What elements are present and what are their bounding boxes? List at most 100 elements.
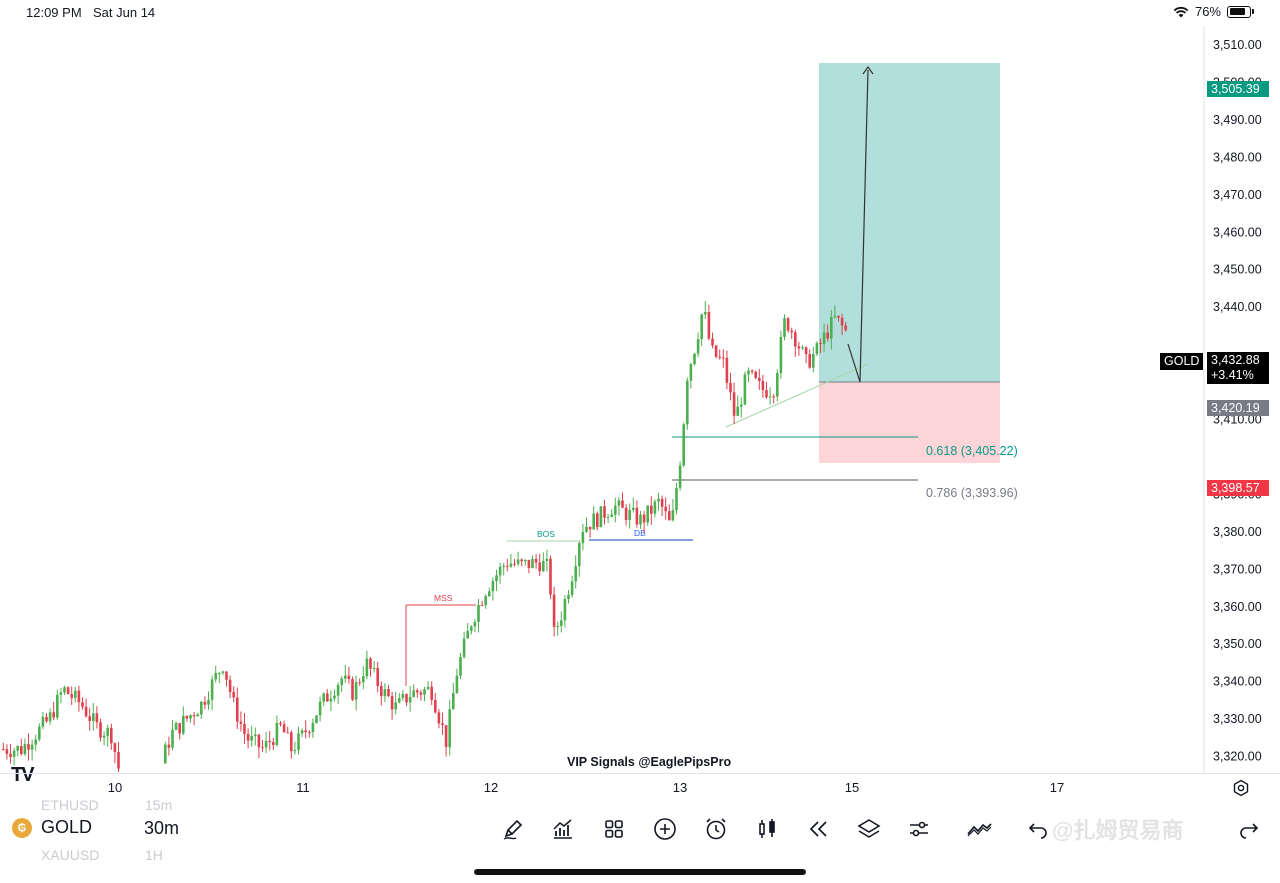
candle-body — [455, 675, 459, 694]
candle-body — [246, 733, 250, 741]
time-axis-label: 11 — [296, 780, 310, 795]
price-axis-label: 3,350.00 — [1213, 637, 1262, 651]
replay-icon[interactable] — [805, 816, 831, 842]
mss-label: MSS — [434, 593, 453, 603]
time-axis-label: 12 — [483, 780, 499, 795]
candle-body — [776, 372, 779, 397]
settings-icon[interactable] — [1232, 779, 1250, 797]
candle-body — [441, 723, 444, 726]
candle-body — [110, 727, 113, 744]
candle-body — [376, 667, 379, 686]
price-axis-label: 3,330.00 — [1213, 712, 1262, 726]
candle-body — [408, 696, 412, 703]
redo-icon[interactable] — [1236, 816, 1262, 842]
candle-body — [732, 392, 736, 416]
candle-body — [106, 727, 109, 736]
candle-body — [772, 396, 775, 398]
candle-body — [819, 343, 822, 345]
candle-body — [286, 732, 289, 734]
price-axis-label: 3,440.00 — [1213, 300, 1262, 314]
candle-body — [804, 347, 808, 355]
indicators-icon[interactable] — [550, 816, 576, 842]
candle-body — [632, 507, 635, 510]
candle-body — [722, 357, 725, 359]
candle-body — [437, 712, 441, 724]
undo-icon[interactable] — [1025, 816, 1051, 842]
candle-body — [113, 743, 117, 753]
fib-618-label: 0.618 (3,405.22) — [926, 444, 1018, 458]
candle-body — [308, 731, 311, 733]
candle-body — [383, 689, 387, 697]
candle-body — [236, 697, 239, 722]
alarm-icon[interactable] — [703, 816, 729, 842]
layers-icon[interactable] — [856, 816, 882, 842]
candle-body — [192, 715, 196, 717]
chart-area[interactable]: MSS BOS DB 3,510.003,500.003,490.003,480… — [0, 26, 1280, 786]
candle-body — [470, 626, 473, 631]
time-axis[interactable]: 10 11 12 13 15 17 — [0, 773, 1280, 802]
candle-body — [232, 692, 235, 698]
candle-body — [412, 690, 415, 697]
candle-body — [567, 594, 570, 600]
candle-body — [668, 511, 671, 521]
pen-icon[interactable] — [500, 816, 526, 842]
price-chart[interactable]: MSS BOS DB 3,510.003,500.003,490.003,480… — [0, 26, 1280, 773]
candle-body — [326, 693, 329, 702]
candle-body — [23, 744, 27, 755]
candle-body — [88, 716, 91, 722]
candle-body — [257, 734, 261, 748]
candle-body — [830, 316, 833, 339]
candle-body — [430, 686, 433, 700]
bos-label: BOS — [537, 529, 555, 539]
current-price: 3,432.88 — [1211, 353, 1260, 367]
candle-body — [70, 694, 73, 698]
candle-body — [592, 513, 595, 530]
trend-icon[interactable] — [966, 816, 992, 842]
candle-body — [743, 374, 747, 405]
candle-body — [27, 744, 30, 750]
candle-body — [336, 685, 340, 696]
candle-body — [178, 723, 181, 734]
candle-body — [387, 689, 390, 697]
candle-body — [603, 506, 606, 518]
gold-coin-icon: ₲ — [12, 817, 32, 838]
candles-icon[interactable] — [754, 816, 780, 842]
candle-body — [711, 338, 714, 346]
candle-body — [34, 739, 37, 745]
add-icon[interactable] — [652, 816, 678, 842]
candle-body — [653, 501, 657, 514]
candle-body — [473, 621, 477, 627]
wifi-icon — [1173, 6, 1189, 17]
candle-body — [243, 723, 246, 734]
candle-body — [596, 513, 599, 528]
candle-body — [95, 713, 99, 723]
candle-body — [48, 712, 52, 722]
interval-selector[interactable]: 30m — [144, 818, 180, 838]
time-axis-label: 15 — [844, 780, 860, 795]
grid-icon[interactable] — [601, 816, 627, 842]
settings-sliders-icon[interactable] — [906, 816, 932, 842]
candle-body — [354, 682, 358, 700]
candle-body — [405, 694, 408, 703]
candle-body — [38, 726, 41, 740]
candle-body — [639, 514, 642, 525]
symbol-selector[interactable]: ₲ GOLD — [12, 817, 92, 838]
candle-body — [797, 346, 801, 349]
candle-body — [660, 498, 664, 507]
candle-body — [12, 750, 16, 757]
price-axis-label: 3,460.00 — [1213, 225, 1262, 239]
candle-body — [815, 343, 819, 354]
candle-body — [696, 339, 700, 354]
candle-body — [477, 604, 480, 622]
candle-body — [484, 596, 487, 606]
home-indicator[interactable] — [474, 869, 806, 875]
status-bar: 12:09 PM Sat Jun 14 76% — [0, 0, 1280, 26]
price-axis-label: 3,370.00 — [1213, 562, 1262, 576]
candle-body — [491, 581, 495, 592]
candle-body — [704, 312, 707, 315]
candle-body — [488, 591, 491, 597]
ghost-symbol-top: ETHUSD — [41, 797, 99, 813]
db-label: DB — [634, 528, 646, 538]
candle-body — [52, 712, 55, 718]
candle-body — [480, 604, 484, 606]
